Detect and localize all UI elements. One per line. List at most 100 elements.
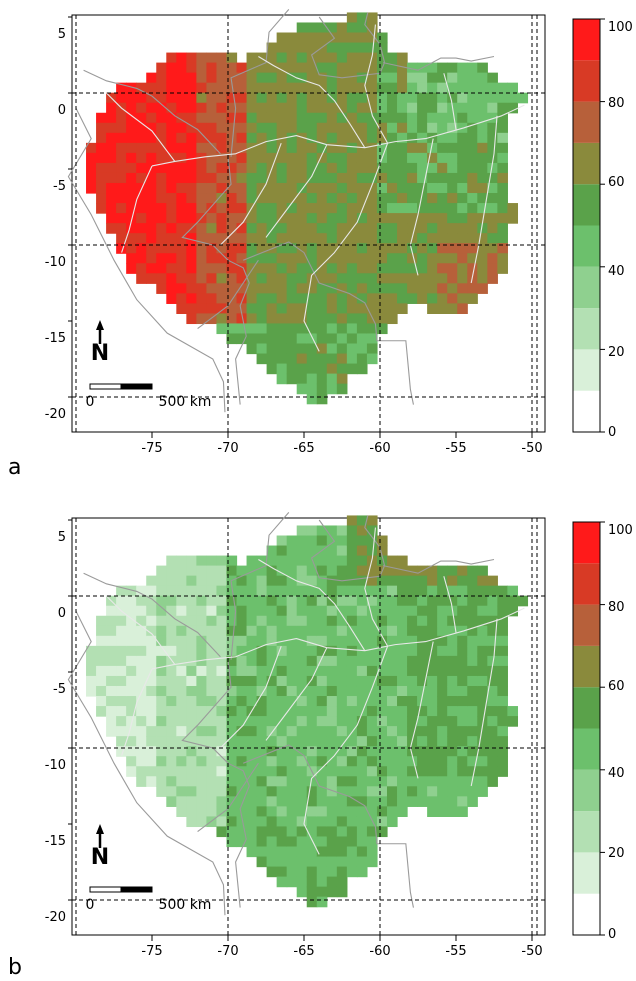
map-cell — [386, 655, 398, 667]
map-cell — [276, 333, 288, 345]
river-line — [220, 645, 282, 749]
map-cell — [216, 62, 228, 74]
map-cell — [336, 102, 348, 114]
map-cell — [326, 293, 338, 304]
map-cell — [116, 112, 127, 124]
map-cell — [316, 655, 328, 667]
map-cell — [407, 62, 418, 74]
map-cell — [477, 253, 488, 264]
map-cell — [397, 203, 408, 214]
map-cell — [156, 92, 167, 104]
map-cell — [306, 665, 318, 677]
map-cell — [397, 645, 408, 657]
map-cell — [346, 52, 358, 64]
map-cell — [447, 152, 458, 164]
map-cell — [356, 525, 368, 537]
map-cell — [336, 122, 348, 134]
map-cell — [326, 876, 338, 888]
map-cell — [216, 726, 228, 737]
map-cell — [457, 172, 468, 184]
map-cell — [256, 756, 268, 767]
map-cell — [457, 273, 468, 284]
map-cell — [407, 162, 418, 174]
map-cell — [497, 253, 508, 264]
map-cell — [246, 193, 258, 204]
map-cell — [286, 223, 298, 234]
map-cell — [266, 182, 278, 194]
map-cell — [447, 645, 458, 657]
map-cell — [346, 82, 358, 94]
map-cell — [246, 675, 258, 687]
map-cell — [216, 122, 228, 134]
map-cell — [146, 92, 157, 104]
map-cell — [316, 635, 328, 647]
map-cell — [186, 102, 197, 114]
map-cell — [346, 203, 358, 214]
map-cell — [156, 685, 167, 697]
river-line — [121, 165, 153, 253]
map-cell — [386, 696, 398, 707]
map-cell — [236, 273, 248, 284]
map-cell — [266, 545, 278, 557]
map-cell — [437, 786, 448, 797]
scale-start-a: 0 — [86, 394, 95, 410]
map-cell — [186, 575, 197, 587]
map-cell — [176, 273, 187, 284]
map-cell — [196, 223, 208, 234]
map-cell — [216, 625, 228, 637]
legend-tick-b-100: 100 — [608, 523, 633, 538]
map-cell — [386, 565, 398, 577]
map-cell — [397, 72, 408, 84]
map-cell — [116, 203, 127, 214]
map-cell — [96, 635, 107, 647]
map-cell — [226, 263, 238, 274]
map-cell — [196, 142, 208, 154]
map-cell — [397, 665, 408, 677]
map-cell — [477, 82, 488, 94]
map-cell — [186, 806, 197, 817]
map-cell — [296, 816, 308, 828]
map-cell — [316, 363, 328, 375]
map-cell — [467, 615, 478, 627]
map-cell — [467, 182, 478, 194]
map-cell — [276, 203, 288, 214]
map-cell — [116, 736, 127, 747]
map-cell — [376, 675, 388, 687]
map-cell — [376, 766, 388, 777]
map-cell — [417, 796, 428, 807]
map-cell — [427, 776, 438, 787]
map-cell — [256, 665, 268, 677]
map-cell — [407, 142, 418, 154]
map-cell — [356, 122, 368, 134]
map-cell — [407, 595, 418, 607]
map-cell — [467, 655, 478, 667]
map-cell — [266, 856, 278, 868]
map-cell — [477, 132, 488, 144]
map-cell — [106, 213, 117, 224]
axis-ticks-a — [68, 16, 533, 438]
map-cell — [457, 685, 468, 697]
map-cell — [306, 82, 318, 94]
map-cell — [296, 162, 308, 174]
map-cell — [336, 303, 348, 314]
map-cell — [156, 615, 167, 627]
map-cell — [376, 293, 388, 304]
map-cell — [256, 555, 268, 567]
map-cell — [226, 635, 238, 647]
map-cell — [206, 696, 218, 707]
map-cell — [366, 776, 378, 787]
map-cell — [457, 102, 468, 114]
map-cell — [497, 102, 508, 114]
map-cell — [356, 866, 368, 878]
map-cell — [236, 575, 248, 587]
map-cell — [256, 333, 268, 345]
map-cell — [346, 575, 358, 587]
map-cell — [447, 565, 458, 577]
map-cell — [136, 263, 147, 274]
map-cell — [407, 112, 418, 124]
map-cell — [296, 333, 308, 345]
map-cell — [166, 736, 177, 747]
map-cell — [216, 132, 228, 144]
map-cell — [246, 122, 258, 134]
y-tick-a-m5: -5 — [53, 179, 66, 194]
